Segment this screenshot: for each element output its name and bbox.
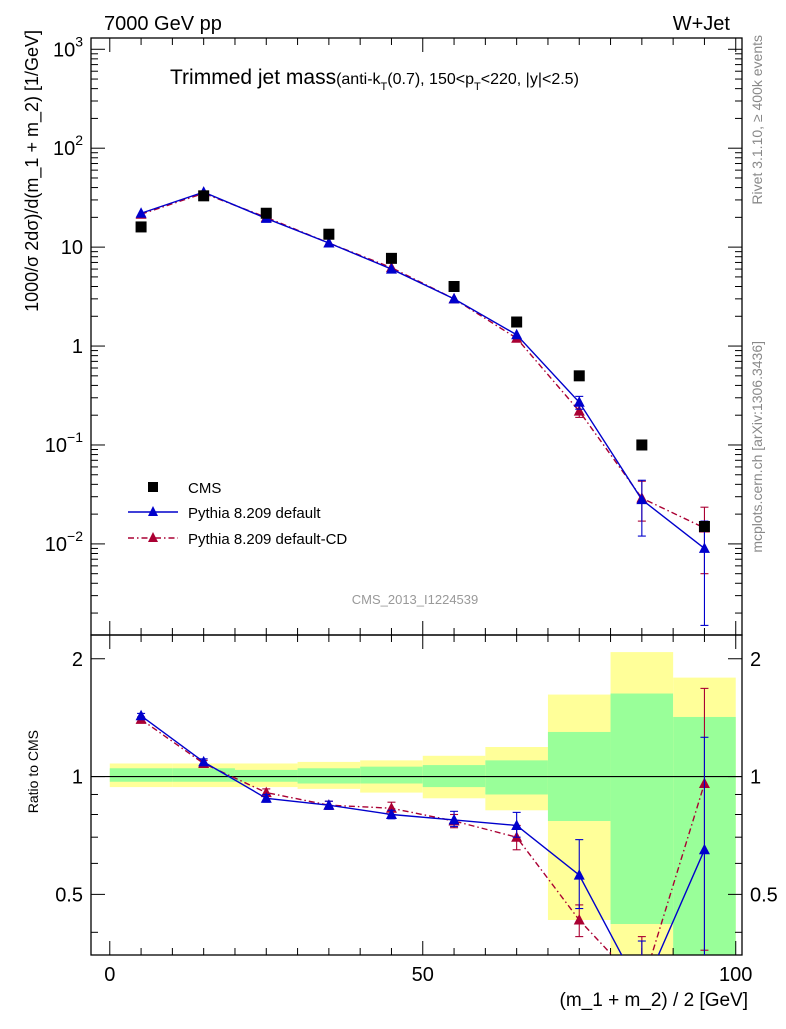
ratio-default-point-4 [385,808,397,819]
main-cms-point-6 [511,316,523,328]
ratio-default-series-line [140,715,706,955]
main-cms-point-0 [135,221,147,233]
x-axis-label: (m_1 + m_2) / 2 [GeV] [560,990,749,1011]
legend-label-default: Pythia 8.209 default [188,505,321,522]
main-default-point-6 [511,328,523,340]
main-default-point-8 [636,493,648,505]
x-tick-label-0: 0 [104,964,115,986]
main-default-point-4 [385,263,397,274]
main-panel: 10−2 10−1 1 10 102 103 [45,33,743,636]
ratio-y-tick-label-right-0: 0.5 [750,884,778,906]
ratio-cd-point-7 [573,914,585,925]
ratio-y-tick-label-right-2: 2 [750,649,761,671]
band-green-2 [234,769,298,782]
main-y-axis-label: 1000/σ 2dσ)/d(m_1 + m_2) [1/GeV] [22,30,43,312]
main-default-point-0 [135,207,147,218]
ratio-y-tick-label-2: 2 [72,649,83,671]
ratio-cd-series-line [140,718,706,955]
ratio-frame [90,634,743,956]
ratio-default-point-5 [448,813,460,825]
watermark: CMS_2013_I1224539 [352,592,479,607]
main-default-point-5 [448,292,460,304]
main-cms-point-7 [573,370,585,382]
header-left: 7000 GeV pp [104,13,222,35]
ratio-y-tick-label-right-1: 1 [750,767,761,789]
main-cms-point-3 [323,228,335,240]
ratio-default-point-3 [323,799,335,810]
ratio-default-point-1 [198,755,210,767]
header-right: W+Jet [673,13,731,35]
ratio-default-point-9 [698,843,710,855]
plot-subtitle-sub-1: T [381,81,388,93]
legend-marker-default-cd [148,532,158,542]
main-cms-point-9 [698,520,710,532]
main-y-tick-label-4: 102 [53,132,83,160]
main-cms-point-5 [448,280,460,292]
band-green-8 [610,693,674,925]
main-cms-point-1 [198,190,210,202]
main-y-tick-label-2: 1 [72,336,83,358]
main-y-tick-label-1: 10−1 [45,429,83,457]
main-cd-series-line [140,192,705,529]
plot-subtitle-part-1: (anti-k [336,71,381,88]
ratio-y-tick-label-0: 0.5 [55,884,83,906]
main-cd-point-7 [573,405,585,416]
main-cms-point-8 [636,439,648,451]
legend-label-default-cd: Pythia 8.209 default-CD [188,531,347,548]
main-y-tick-label-0: 10−2 [45,528,83,556]
plot-subtitle-part-3: <220, |y|<2.5) [481,71,579,88]
legend: CMS Pythia 8.209 default Pythia 8.209 de… [128,480,347,548]
legend-marker-cms [148,482,158,492]
band-green-0 [109,768,173,782]
plot-title: Trimmed jet mass(anti-kT(0.7), 150<pT<22… [170,66,579,93]
main-default-point-7 [573,396,585,407]
ratio-panel: 0.5 0.5 1 1 2 2 0 50 100 [55,634,778,986]
main-default-series-line [140,191,705,549]
main-default-point-3 [323,237,335,248]
legend-marker-default [148,506,158,516]
band-green-4 [360,766,423,784]
band-green-3 [297,768,361,784]
main-default-point-9 [698,542,710,553]
main-cms-point-4 [385,252,397,264]
ratio-default-point-2 [260,792,272,803]
x-tick-label-2: 100 [719,964,752,986]
mcplots-label: mcplots.cern.ch [arXiv:1306.3436] [749,341,765,553]
band-green-6 [485,760,548,795]
plot-title-main: Trimmed jet mass [170,66,336,89]
rivet-label: Rivet 3.1.10, ≥ 400k events [749,35,765,205]
ratio-default-point-6 [511,819,523,830]
ratio-y-tick-label-1: 1 [72,767,83,789]
ratio-default-point-7 [573,869,585,880]
main-y-tick-label-5: 103 [53,33,83,61]
legend-label-cms: CMS [188,480,221,497]
ratio-y-axis-label: Ratio to CMS [25,730,41,813]
main-cms-point-2 [260,207,272,219]
ratio-default-point-0 [135,709,147,721]
uncertainty-bands [91,652,742,955]
x-tick-label-1: 50 [412,964,434,986]
plot-subtitle-sub-2: T [474,81,481,93]
plot-subtitle-part-2: (0.7), 150<p [387,71,474,88]
main-y-tick-label-3: 10 [61,237,83,259]
